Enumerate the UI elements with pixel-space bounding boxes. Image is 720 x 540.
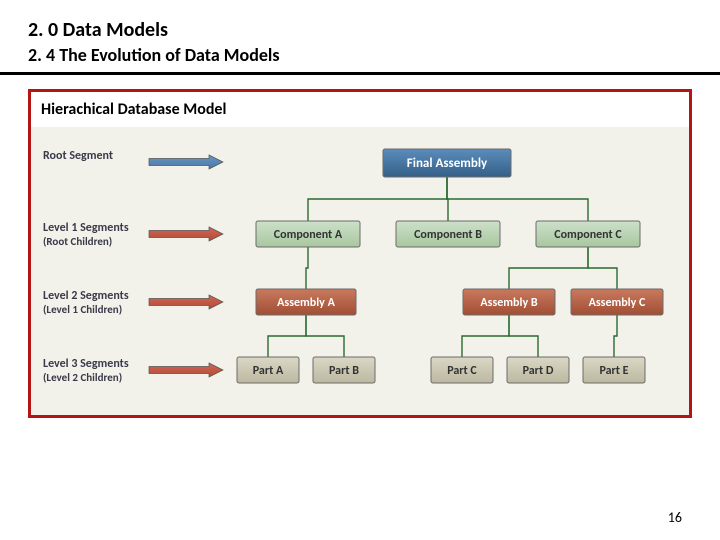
tree-node-label: Part A bbox=[253, 364, 284, 378]
tree-node: Assembly B bbox=[463, 289, 555, 315]
hierarchical-tree-diagram: Root Segment Level 1 Segments(Root Childr… bbox=[31, 127, 689, 415]
slide: 2. 0 Data Models 2. 4 The Evolution of D… bbox=[0, 0, 720, 540]
level-title: Level 1 Segments bbox=[43, 221, 129, 235]
tree-node: Part C bbox=[431, 357, 493, 383]
level-subtitle: (Level 1 Children) bbox=[43, 303, 122, 316]
level-arrow-icon bbox=[149, 227, 223, 241]
tree-node-label: Part C bbox=[447, 364, 477, 378]
tree-edge bbox=[509, 315, 538, 357]
level-title: Root Segment bbox=[43, 149, 113, 163]
section-subheading: 2. 4 The Evolution of Data Models bbox=[28, 44, 692, 66]
tree-node: Assembly C bbox=[571, 289, 663, 315]
section-heading: 2. 0 Data Models bbox=[28, 18, 692, 42]
tree-node: Component B bbox=[396, 221, 500, 247]
tree-edge bbox=[447, 177, 588, 221]
level-title: Level 3 Segments bbox=[43, 357, 129, 371]
tree-node: Part A bbox=[237, 357, 299, 383]
tree-node: Part E bbox=[583, 357, 645, 383]
panel-title: Hierachical Database Model bbox=[31, 92, 689, 127]
tree-node: Part D bbox=[507, 357, 569, 383]
tree-node-label: Part D bbox=[523, 364, 554, 378]
level-title: Level 2 Segments bbox=[43, 289, 129, 303]
tree-node-label: Assembly B bbox=[480, 296, 537, 310]
level-subtitle: (Level 2 Children) bbox=[43, 371, 122, 384]
tree-edge bbox=[306, 315, 344, 357]
level-arrow-icon bbox=[149, 363, 223, 377]
page-number: 16 bbox=[664, 509, 686, 526]
tree-node-label: Final Assembly bbox=[407, 156, 488, 171]
tree-node-label: Component C bbox=[554, 228, 622, 242]
tree-node-label: Part E bbox=[599, 364, 628, 378]
content-frame: Hierachical Database Model Root Segment L… bbox=[28, 89, 692, 418]
tree-node-label: Component A bbox=[274, 228, 343, 242]
tree-edge bbox=[306, 247, 308, 289]
tree-edge bbox=[614, 315, 617, 357]
tree-edge bbox=[588, 247, 617, 289]
level-arrow-icon bbox=[149, 155, 223, 169]
tree-node: Part B bbox=[313, 357, 375, 383]
tree-edge bbox=[268, 315, 306, 357]
tree-edge bbox=[308, 177, 447, 221]
level-arrow-icon bbox=[149, 295, 223, 309]
tree-node-label: Assembly A bbox=[277, 296, 335, 310]
tree-node: Component C bbox=[536, 221, 640, 247]
tree-node: Final Assembly bbox=[383, 149, 511, 177]
tree-node: Component A bbox=[256, 221, 360, 247]
tree-node-label: Component B bbox=[414, 228, 482, 242]
level-subtitle: (Root Children) bbox=[43, 235, 112, 248]
tree-edge bbox=[509, 247, 588, 289]
tree-node: Assembly A bbox=[256, 289, 356, 315]
divider bbox=[0, 72, 720, 75]
tree-node-label: Assembly C bbox=[589, 296, 646, 310]
diagram-wrap: Root Segment Level 1 Segments(Root Childr… bbox=[31, 127, 689, 415]
tree-node-label: Part B bbox=[329, 364, 359, 378]
tree-edge bbox=[462, 315, 509, 357]
